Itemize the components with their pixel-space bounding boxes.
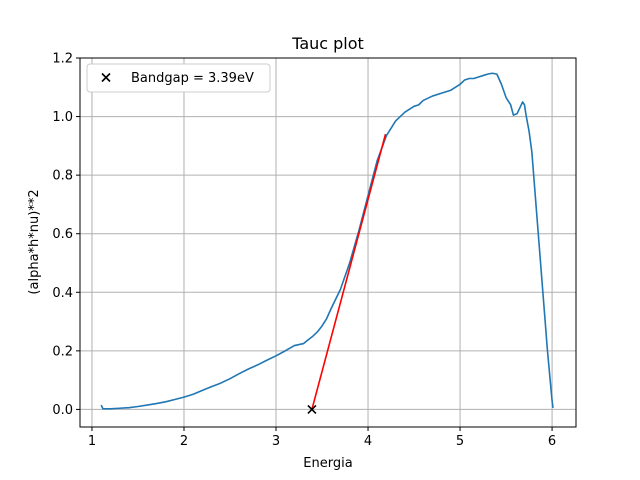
y-tick-label: 0.4 xyxy=(52,286,73,301)
bandgap-marker xyxy=(307,404,317,414)
legend-box xyxy=(86,63,271,93)
y-tick-label: 0.2 xyxy=(52,344,73,359)
legend-x-icon xyxy=(101,72,111,83)
ticks: 1 2 3 4 5 6 0.0 0.2 0.4 0.6 0.8 1.0 1.2 xyxy=(52,52,556,450)
y-tick-label: 1.0 xyxy=(52,110,73,125)
y-tick-label: 0.0 xyxy=(52,403,73,418)
chart-title: Tauc plot xyxy=(291,34,364,53)
plot-background xyxy=(80,58,576,427)
points-layer xyxy=(307,404,317,414)
x-tick-label: 2 xyxy=(180,434,188,449)
x-tick-label: 6 xyxy=(548,434,556,449)
plot-frame xyxy=(79,57,577,428)
series-layer xyxy=(100,72,554,410)
x-tick-label: 3 xyxy=(272,434,280,449)
y-axis-label: (alpha*h*nu)**2 xyxy=(27,189,42,294)
legend-marker-icon xyxy=(101,72,111,83)
y-tick-label: 0.8 xyxy=(52,169,73,184)
y-tick-label: 1.2 xyxy=(52,52,73,67)
x-tick-label: 5 xyxy=(456,434,464,449)
legend-label: Bandgap = 3.39eV xyxy=(131,71,254,86)
x-axis-label: Energia xyxy=(303,456,352,471)
x-tick-label: 1 xyxy=(88,434,96,449)
y-tick-label: 0.6 xyxy=(52,227,73,242)
fit-line xyxy=(311,133,387,410)
legend: Bandgap = 3.39eV xyxy=(86,63,271,93)
x-tick-label: 4 xyxy=(364,434,372,449)
